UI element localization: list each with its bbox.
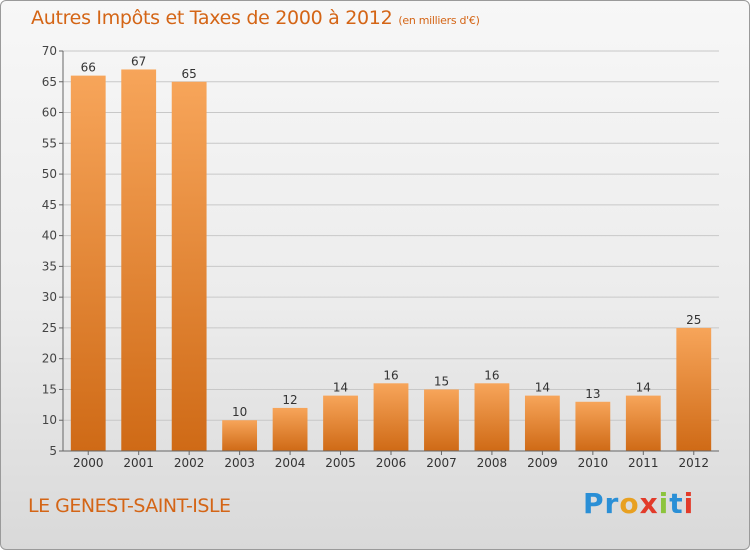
x-tick-label-2009: 2009 [527,456,558,470]
data-label-2011: 14 [636,381,651,395]
commune-name: LE GENEST-SAINT-ISLE [28,495,231,517]
bar-2008 [474,383,510,451]
y-tick-label: 65 [42,75,57,89]
y-tick-label: 50 [42,167,57,181]
bar-2005 [323,395,358,451]
axis-layer: 5 10 15 20 25 30 35 40 45 50 55 60 65 70 2000 2001 2002 2… [42,44,719,470]
data-label-2000: 66 [81,61,96,75]
x-tick-label-2002: 2002 [174,456,205,470]
logo-letter: t [669,487,684,520]
x-tick-label-2007: 2007 [426,456,457,470]
x-tick-label-2010: 2010 [578,456,609,470]
bar-2002 [171,81,207,452]
bar-2000 [70,75,106,451]
data-label-2008: 16 [484,368,499,382]
logo-letter: i [658,487,670,520]
chart-title: Autres Impôts et Taxes de 2000 à 2012 (en… [31,7,480,29]
data-label-2009: 14 [535,381,550,395]
data-label-2004: 12 [282,393,297,407]
x-tick-label-2012: 2012 [678,456,709,470]
y-tick-label: 45 [42,198,57,212]
x-tick-label-2000: 2000 [73,456,104,470]
bar-2009 [524,395,560,451]
data-label-2002: 65 [182,67,197,81]
y-tick-label: 60 [42,106,57,120]
data-label-2001: 67 [131,54,146,68]
logo-letter: i [683,487,695,520]
x-tick-label-2004: 2004 [275,456,306,470]
y-tick-label: 35 [42,259,57,273]
y-tick-label: 5 [49,444,57,458]
x-tick-label-2011: 2011 [628,456,659,470]
y-tick-label: 70 [42,44,57,58]
x-tick-label-2006: 2006 [376,456,407,470]
data-label-2010: 13 [585,387,600,401]
bars-layer: 66 67 65 10 12 14 16 15 16 14 13 14 25 [70,54,712,452]
proxiti-logo[interactable]: Proxiti [583,487,694,520]
bar-2006 [373,383,409,451]
y-tick-label: 30 [42,290,57,304]
logo-letter: P [583,487,605,520]
logo-letter: o [619,487,640,520]
x-tick-label-2001: 2001 [123,456,154,470]
y-tick-label: 40 [42,229,57,243]
bar-2011 [625,395,661,451]
y-tick-label: 20 [42,352,57,366]
x-tick-label-2008: 2008 [477,456,508,470]
y-tick-label: 25 [42,321,57,335]
bar-2003 [222,420,258,451]
bar-2010 [575,401,611,451]
data-label-2007: 15 [434,374,449,388]
data-label-2005: 14 [333,381,348,395]
data-label-2003: 10 [232,405,247,419]
data-label-2006: 16 [383,368,398,382]
title-text: Autres Impôts et Taxes de 2000 à 2012 [31,7,393,29]
y-tick-label: 55 [42,136,57,150]
bar-2007 [424,389,459,451]
data-label-2012: 25 [686,313,701,327]
logo-letter: x [639,487,659,520]
bar-2012 [676,327,712,451]
x-tick-label-2003: 2003 [224,456,255,470]
logo-letter: r [604,487,620,520]
x-tick-label-2005: 2005 [325,456,356,470]
bar-2004 [272,407,308,451]
unit-label: (en milliers d'€) [398,14,480,27]
y-tick-label: 10 [42,413,57,427]
bar-2001 [121,69,157,451]
y-tick-label: 15 [42,382,57,396]
